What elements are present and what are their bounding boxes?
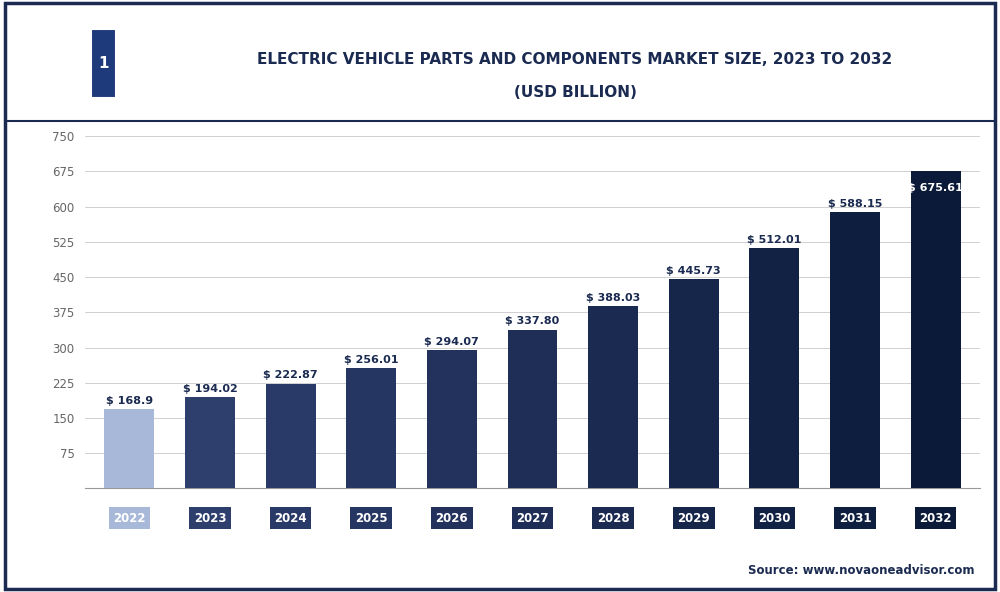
Text: ADVISOR: ADVISOR [117, 56, 195, 71]
Text: 2029: 2029 [677, 512, 710, 525]
Text: 2031: 2031 [839, 512, 871, 525]
FancyBboxPatch shape [91, 30, 116, 98]
Text: 2024: 2024 [274, 512, 307, 525]
Text: ELECTRIC VEHICLE PARTS AND COMPONENTS MARKET SIZE, 2023 TO 2032: ELECTRIC VEHICLE PARTS AND COMPONENTS MA… [257, 52, 893, 67]
Text: 2026: 2026 [436, 512, 468, 525]
Bar [588, 306, 638, 488]
Bar [266, 384, 316, 488]
Text: $ 512.01: $ 512.01 [747, 234, 802, 244]
Bar [104, 409, 154, 488]
Text: $ 256.01: $ 256.01 [344, 355, 398, 365]
Text: (USD BILLION): (USD BILLION) [514, 85, 636, 101]
Bar [185, 397, 235, 488]
Text: 2023: 2023 [194, 512, 226, 525]
Text: Source: www.novaoneadvisor.com: Source: www.novaoneadvisor.com [748, 564, 975, 577]
Text: $ 294.07: $ 294.07 [424, 337, 479, 347]
Bar [346, 368, 396, 488]
Text: 2028: 2028 [597, 512, 629, 525]
Text: $ 222.87: $ 222.87 [263, 371, 318, 381]
Text: $ 675.61: $ 675.61 [908, 183, 963, 193]
Bar [669, 279, 719, 488]
Text: $ 168.9: $ 168.9 [106, 396, 153, 406]
Text: $ 388.03: $ 388.03 [586, 293, 640, 303]
Text: 2022: 2022 [113, 512, 146, 525]
Text: 1: 1 [98, 56, 109, 71]
Bar [427, 350, 477, 488]
Text: $ 194.02: $ 194.02 [183, 384, 237, 394]
Text: 2032: 2032 [919, 512, 952, 525]
Text: $ 445.73: $ 445.73 [666, 266, 721, 276]
Text: 2030: 2030 [758, 512, 791, 525]
Text: 2025: 2025 [355, 512, 388, 525]
Text: $ 588.15: $ 588.15 [828, 199, 882, 209]
Bar [508, 330, 557, 488]
Bar [830, 212, 880, 488]
Bar [911, 171, 961, 488]
Text: 2027: 2027 [516, 512, 549, 525]
Bar [749, 248, 799, 488]
Text: NOVA: NOVA [27, 56, 75, 71]
Text: $ 337.80: $ 337.80 [505, 317, 560, 326]
